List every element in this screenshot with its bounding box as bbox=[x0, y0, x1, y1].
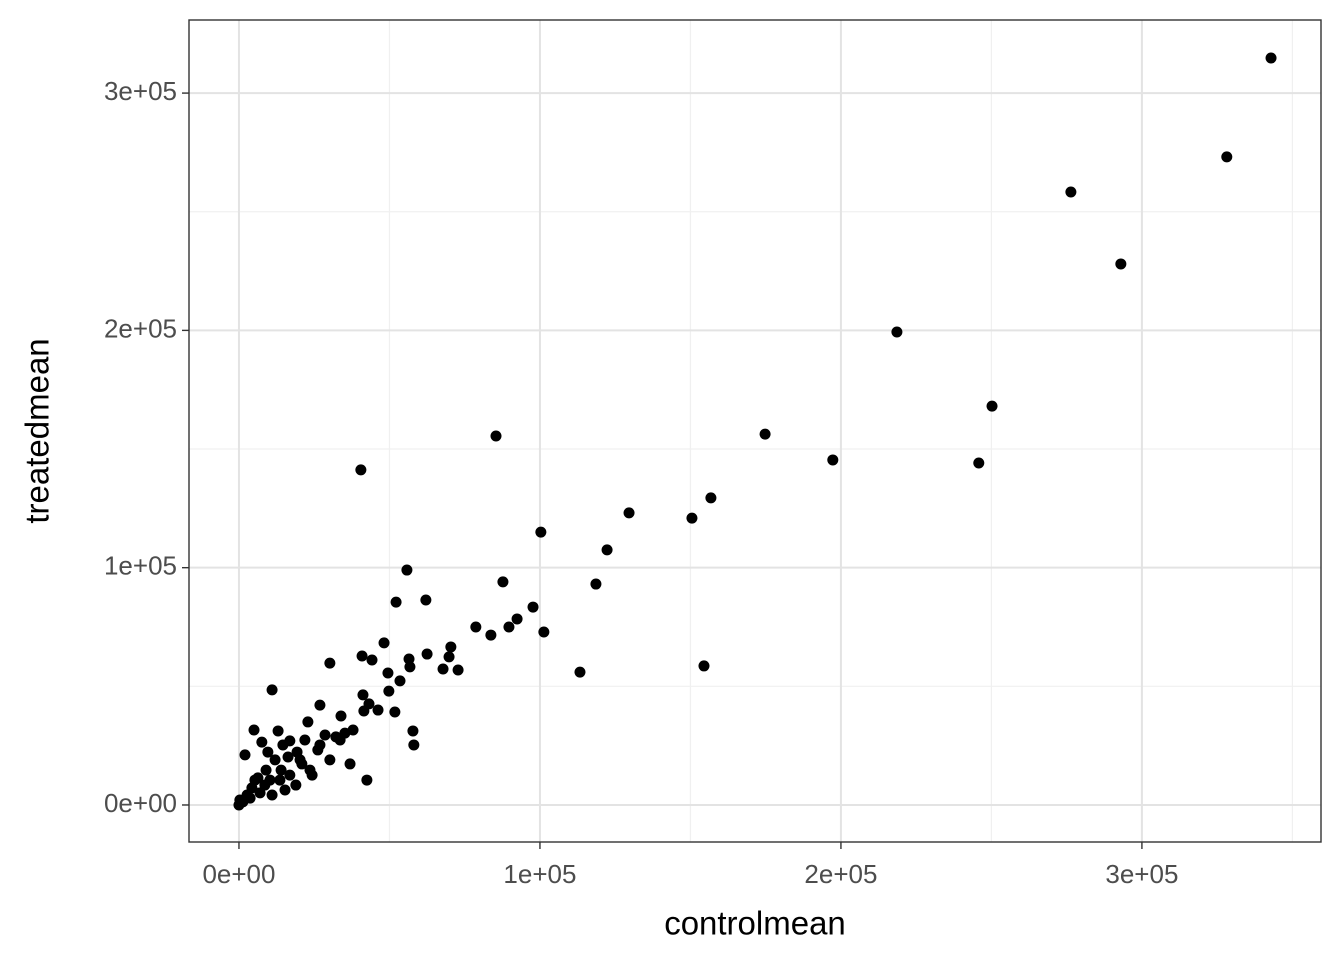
point bbox=[272, 725, 284, 737]
y-axis-title: treatedmean bbox=[19, 338, 56, 523]
point bbox=[383, 685, 395, 697]
point bbox=[358, 705, 370, 717]
point bbox=[239, 749, 251, 761]
point bbox=[443, 651, 455, 663]
point bbox=[344, 758, 356, 770]
point bbox=[304, 764, 316, 776]
point bbox=[601, 544, 613, 556]
point bbox=[623, 507, 635, 519]
x-tick-label: 1e+05 bbox=[503, 859, 576, 889]
point bbox=[266, 684, 278, 696]
point bbox=[527, 601, 539, 613]
point bbox=[698, 660, 710, 672]
point bbox=[256, 736, 268, 748]
point bbox=[437, 663, 449, 675]
point bbox=[275, 764, 287, 776]
x-tick-label: 2e+05 bbox=[804, 859, 877, 889]
point bbox=[705, 492, 717, 504]
point bbox=[259, 779, 271, 791]
point bbox=[574, 666, 586, 678]
point bbox=[452, 664, 464, 676]
point bbox=[241, 789, 253, 801]
point bbox=[356, 650, 368, 662]
point bbox=[401, 564, 413, 576]
point bbox=[1065, 186, 1077, 198]
point bbox=[407, 725, 419, 737]
point bbox=[294, 754, 306, 766]
panel-background bbox=[189, 20, 1321, 842]
point bbox=[1115, 258, 1127, 270]
point bbox=[1221, 151, 1233, 163]
point bbox=[421, 648, 433, 660]
point bbox=[335, 710, 347, 722]
point bbox=[282, 751, 294, 763]
point bbox=[314, 739, 326, 751]
point bbox=[279, 784, 291, 796]
point bbox=[366, 654, 378, 666]
point bbox=[973, 457, 985, 469]
point bbox=[490, 430, 502, 442]
y-tick-label: 0e+00 bbox=[104, 788, 177, 818]
points bbox=[233, 52, 1277, 811]
point bbox=[827, 454, 839, 466]
point bbox=[262, 746, 274, 758]
point bbox=[538, 626, 550, 638]
point bbox=[394, 675, 406, 687]
grid bbox=[189, 20, 1321, 842]
point bbox=[986, 400, 998, 412]
point bbox=[389, 706, 401, 718]
point bbox=[302, 716, 314, 728]
point bbox=[1265, 52, 1277, 64]
point bbox=[319, 729, 331, 741]
point bbox=[299, 734, 311, 746]
point bbox=[266, 789, 278, 801]
point bbox=[361, 774, 373, 786]
point bbox=[314, 699, 326, 711]
point bbox=[248, 724, 260, 736]
point bbox=[404, 661, 416, 673]
point bbox=[324, 657, 336, 669]
point bbox=[357, 689, 369, 701]
point bbox=[590, 578, 602, 590]
point bbox=[759, 428, 771, 440]
y-tick-label: 3e+05 bbox=[104, 76, 177, 106]
point bbox=[372, 704, 384, 716]
point bbox=[277, 739, 289, 751]
point bbox=[290, 779, 302, 791]
point bbox=[503, 621, 515, 633]
point bbox=[355, 464, 367, 476]
point bbox=[535, 526, 547, 538]
panel-border bbox=[188, 19, 1322, 843]
point bbox=[339, 727, 351, 739]
point bbox=[284, 769, 296, 781]
x-tick-label: 3e+05 bbox=[1105, 859, 1178, 889]
point bbox=[420, 594, 432, 606]
point bbox=[511, 613, 523, 625]
point bbox=[408, 739, 420, 751]
point bbox=[485, 629, 497, 641]
point bbox=[470, 621, 482, 633]
point bbox=[378, 637, 390, 649]
point bbox=[382, 667, 394, 679]
y-tick-label: 2e+05 bbox=[104, 313, 177, 343]
x-axis-title: controlmean bbox=[664, 905, 846, 942]
point bbox=[260, 764, 272, 776]
point bbox=[891, 326, 903, 338]
point bbox=[269, 754, 281, 766]
point bbox=[686, 512, 698, 524]
y-tick-label: 1e+05 bbox=[104, 551, 177, 581]
axes: 0e+00 1e+05 2e+05 3e+05 0e+00 1e+05 2e+05 3e+05 bbox=[104, 76, 1178, 889]
point bbox=[249, 774, 261, 786]
point bbox=[497, 576, 509, 588]
point bbox=[324, 754, 336, 766]
x-tick-label: 0e+00 bbox=[202, 859, 275, 889]
point bbox=[390, 596, 402, 608]
point bbox=[274, 774, 286, 786]
point bbox=[445, 641, 457, 653]
